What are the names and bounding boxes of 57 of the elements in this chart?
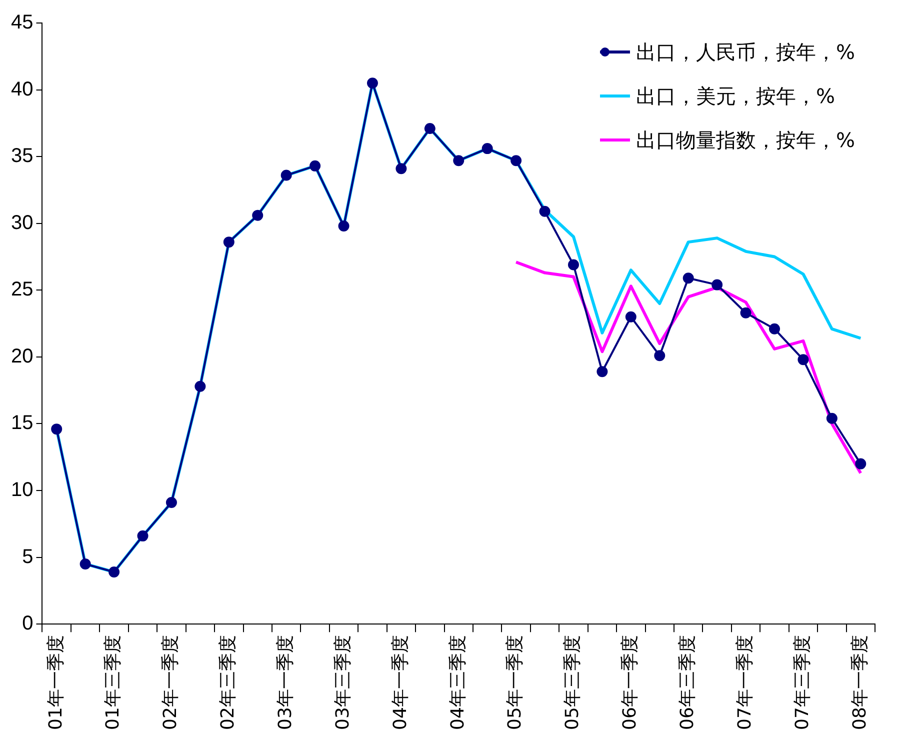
point [338, 220, 350, 232]
point [798, 354, 809, 366]
x-tick-label: 02年一季度 [160, 635, 182, 730]
y-tick-label: 25 [10, 278, 34, 301]
y-tick-label: 35 [10, 145, 34, 168]
x-tick-label: 07年三季度 [792, 635, 813, 730]
point [366, 78, 378, 89]
point [280, 170, 292, 181]
y-tick-label: 45 [10, 12, 34, 34]
legend-label: 出口，人民币，按年，% [636, 38, 855, 66]
x-tick-label: 07年一季度 [734, 635, 756, 730]
x-tick-label: 03年一季度 [275, 635, 296, 730]
point [51, 424, 62, 435]
point [568, 259, 579, 270]
point [252, 210, 264, 221]
point [596, 366, 608, 378]
x-tick-label: 06年一季度 [620, 635, 641, 730]
point [223, 236, 234, 248]
point [855, 458, 866, 470]
x-tick-label: 04年一季度 [390, 635, 411, 730]
point [453, 155, 464, 166]
point [194, 380, 206, 392]
x-tick-label: 06年三季度 [677, 635, 698, 730]
y-tick-label: 30 [10, 212, 34, 234]
x-tick-label: 01年三季度 [102, 635, 124, 730]
y-tick-label: 40 [10, 78, 34, 100]
point [768, 323, 780, 334]
x-tick-label: 08年一季度 [849, 635, 870, 730]
point [137, 530, 148, 542]
y-tick-label: 20 [10, 345, 34, 368]
x-tick-label: 03年三季度 [332, 635, 354, 730]
y-tick-label: 15 [10, 412, 34, 434]
point [682, 272, 694, 284]
point [396, 163, 407, 174]
x-tick-label: 02年三季度 [218, 635, 239, 730]
x-tick-label: 01年一季度 [45, 635, 66, 730]
x-tick-label: 05年一季度 [504, 635, 526, 730]
point [80, 558, 91, 570]
y-tick-label: 5 [22, 546, 34, 568]
point [310, 160, 321, 172]
point [654, 350, 666, 362]
point [510, 155, 522, 166]
point [539, 206, 550, 217]
point [826, 412, 838, 424]
point [424, 123, 436, 134]
x-tick-label: 04年三季度 [447, 635, 468, 730]
point [166, 497, 177, 508]
point [108, 566, 120, 578]
legend-label: 出口，美元，按年，% [636, 82, 835, 110]
y-tick-label: 10 [10, 479, 34, 502]
point [740, 307, 752, 318]
x-tick-label: 05年三季度 [562, 635, 584, 730]
point [482, 143, 493, 154]
legend-label: 出口物量指数，按年，% [636, 126, 855, 154]
y-tick-label: 0 [22, 612, 34, 635]
point [625, 311, 636, 322]
point [712, 279, 723, 290]
